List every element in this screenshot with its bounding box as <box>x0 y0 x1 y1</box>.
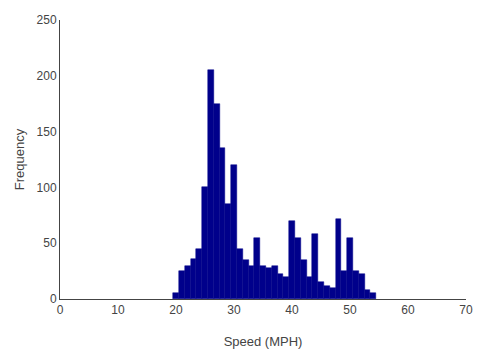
svg-text:100: 100 <box>37 181 57 195</box>
svg-text:50: 50 <box>343 303 357 317</box>
svg-text:70: 70 <box>459 303 473 317</box>
svg-text:Frequency: Frequency <box>12 128 27 190</box>
svg-text:20: 20 <box>169 303 183 317</box>
svg-text:Speed (MPH): Speed (MPH) <box>224 334 303 349</box>
svg-text:50: 50 <box>43 236 57 250</box>
svg-text:0: 0 <box>50 292 57 306</box>
svg-text:250: 250 <box>37 13 57 27</box>
svg-text:0: 0 <box>57 303 64 317</box>
svg-text:60: 60 <box>401 303 415 317</box>
svg-text:10: 10 <box>111 303 125 317</box>
svg-text:30: 30 <box>227 303 241 317</box>
svg-text:200: 200 <box>37 69 57 83</box>
svg-text:150: 150 <box>37 125 57 139</box>
svg-text:40: 40 <box>285 303 299 317</box>
